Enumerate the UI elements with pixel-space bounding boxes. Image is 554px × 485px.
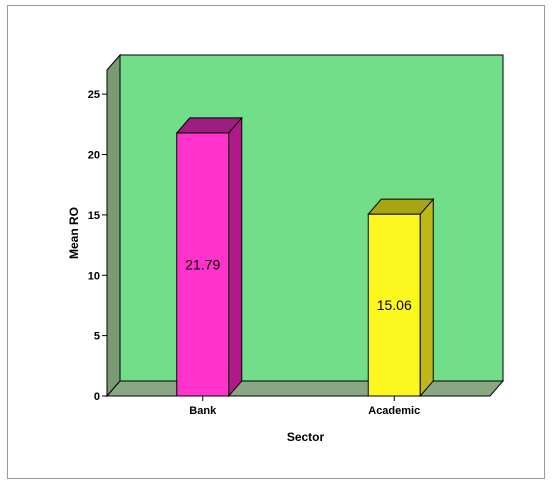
y-tick-label: 25 (88, 89, 100, 101)
y-tick-label: 20 (88, 150, 100, 162)
y-tick-label: 15 (88, 210, 100, 222)
x-axis-title: Sector (287, 430, 325, 444)
x-tick-label: Bank (189, 405, 217, 417)
y-tick-label: 5 (94, 331, 100, 343)
x-tick-label: Academic (368, 405, 420, 417)
bar-side (419, 197, 434, 398)
bar-data-label: 15.06 (377, 297, 412, 313)
x-axis-ticks: Bank Academic (189, 396, 420, 417)
bar-bank: 21.79 (175, 116, 243, 398)
bar-academic: 15.06 (367, 197, 435, 398)
y-axis-ticks: 0 5 10 15 20 25 (88, 89, 107, 403)
bars: 21.79 15.06 (175, 116, 435, 398)
bar-top (175, 117, 243, 134)
bar-top (367, 198, 435, 215)
plot-floor (105, 380, 505, 397)
y-axis-title: Mean RO (67, 207, 81, 259)
bar-data-label: 21.79 (185, 256, 220, 272)
y-tick-label: 10 (88, 270, 100, 282)
bar-side (228, 116, 243, 398)
y-tick-label: 0 (94, 391, 100, 403)
plot-side-wall (106, 53, 121, 398)
